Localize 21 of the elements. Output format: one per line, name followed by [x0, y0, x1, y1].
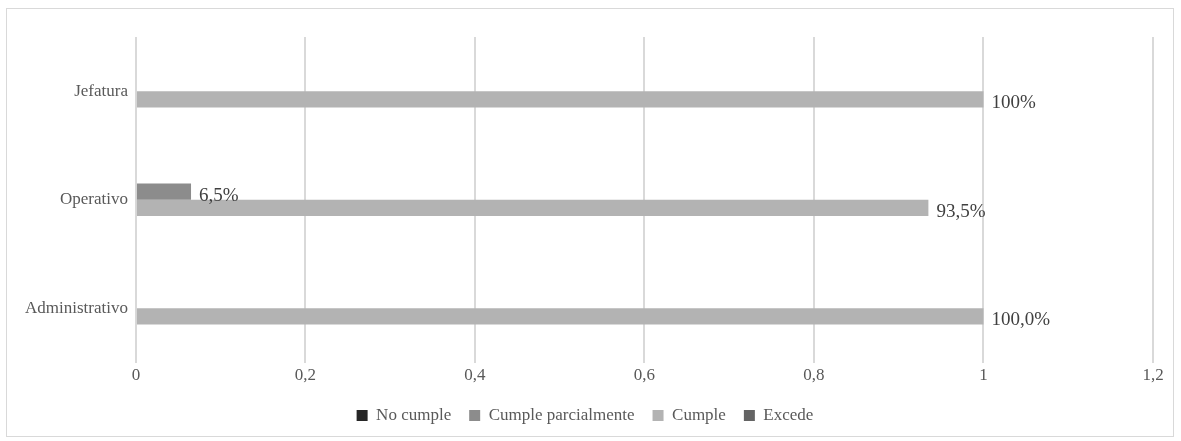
x-tick-label: 0,4	[464, 365, 487, 385]
bar	[136, 183, 192, 200]
bar	[136, 308, 984, 325]
y-tick-label: Operativo	[59, 189, 128, 209]
x-tick-label: 0,8	[803, 365, 825, 385]
x-tick-label: 1	[979, 365, 988, 385]
x-tick-label: 1,2	[1142, 365, 1164, 385]
x-tick-label: 0,2	[294, 365, 317, 385]
data-label: 6,5%	[199, 183, 239, 205]
bar	[136, 91, 984, 108]
data-label: 100%	[991, 91, 1036, 113]
legend-label: No cumple	[376, 404, 452, 424]
y-tick-label: Jefatura	[74, 80, 129, 100]
data-label: 100,0%	[991, 308, 1051, 330]
legend-label: Cumple parcialmente	[488, 404, 635, 424]
x-tick-label: 0	[131, 365, 141, 385]
x-tick-label: 0,6	[633, 365, 656, 385]
data-label: 93,5%	[936, 199, 986, 221]
legend-label: Cumple	[672, 404, 726, 424]
y-tick-label: Administrativo	[24, 297, 128, 317]
legend-label: Excede	[763, 404, 814, 424]
